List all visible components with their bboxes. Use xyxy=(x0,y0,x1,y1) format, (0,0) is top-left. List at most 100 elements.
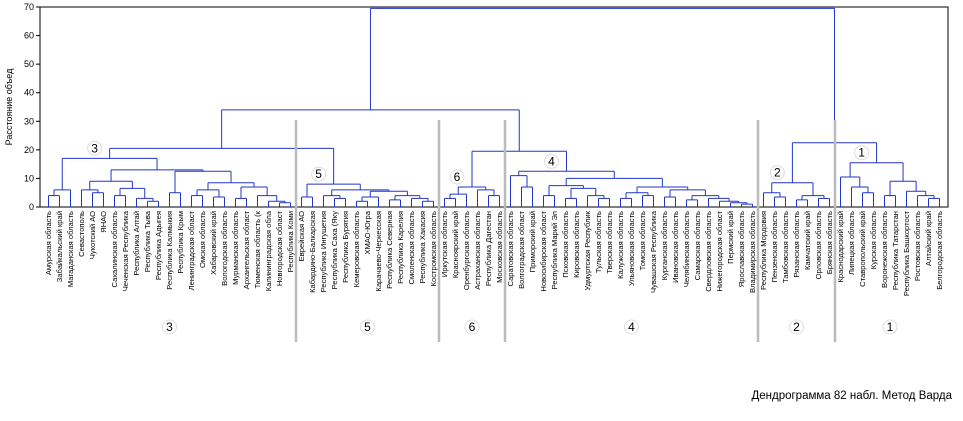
y-tick-label: 0 xyxy=(29,202,34,212)
cluster-badge xyxy=(544,153,560,169)
leaf-label: Калининградская обла xyxy=(264,210,273,291)
leaf-label: Республика Тыва xyxy=(143,210,152,272)
cluster-label-top: 1 xyxy=(858,146,865,160)
cluster-label-bottom: 5 xyxy=(364,320,371,334)
leaf-label: Челябинская область xyxy=(682,211,691,287)
leaf-label: Ульяновская область xyxy=(627,211,636,286)
leaf-label: Республика Карелия xyxy=(396,211,405,284)
plot-frame xyxy=(39,6,949,208)
leaf-label: Белгородская область xyxy=(935,211,944,290)
leaf-label: Республика Бурятия xyxy=(341,211,350,283)
leaf-label: Республика Башкортост xyxy=(902,210,911,296)
y-tick-label: 60 xyxy=(24,31,34,41)
leaf-label: Алтайский край xyxy=(924,211,933,266)
cluster-badge xyxy=(311,166,327,182)
leaf-label: Брянская область xyxy=(825,211,834,274)
leaf-label: Республика Коми xyxy=(286,211,295,272)
leaf-label: Республика Татарстан xyxy=(891,211,900,290)
leaf-label: Вологодская область xyxy=(220,211,229,286)
cluster-badge xyxy=(769,165,785,181)
leaf-label: Хабаровский край xyxy=(209,211,218,275)
leaf-label: Томская область xyxy=(638,211,647,270)
cluster-badge xyxy=(854,145,870,161)
leaf-label: Омская область xyxy=(198,211,207,268)
cluster-badge xyxy=(360,319,375,335)
leaf-label: Республика Марий Эл xyxy=(550,211,559,289)
leaf-label: ХМАО-Югра xyxy=(363,210,372,254)
leaf-label: Республика Ингушетия xyxy=(319,211,328,292)
cluster-badge xyxy=(87,140,103,156)
y-tick-label: 10 xyxy=(24,173,34,183)
leaf-label: Ставропольский край xyxy=(858,211,867,287)
y-tick-label: 50 xyxy=(24,59,34,69)
leaf-label: Республика Адыгея xyxy=(154,211,163,280)
leaf-label: Воронежская область xyxy=(880,211,889,288)
leaf-label: Республика Северная xyxy=(385,211,394,289)
leaf-label: Кировская область xyxy=(572,211,581,278)
leaf-label: Оренбургская область xyxy=(462,211,471,290)
leaf-label: Иркутская область xyxy=(440,211,449,277)
leaf-label: Рязанская область xyxy=(792,211,801,278)
leaf-label: Республика Хакасия xyxy=(418,211,427,283)
leaf-label: Магаданская область xyxy=(66,211,75,287)
leaf-label: Забайкальский край xyxy=(55,211,64,282)
leaf-label: Нижегородская област xyxy=(715,210,724,291)
leaf-label: Орловская область xyxy=(814,211,823,279)
leaf-label: Костромская область xyxy=(429,211,438,286)
cluster-label-top: 3 xyxy=(91,141,98,155)
y-tick-label: 70 xyxy=(24,2,34,12)
leaf-label: Пензенская область xyxy=(770,211,779,283)
leaf-label: Чеченская Республика xyxy=(121,210,130,291)
leaf-label: Архангельская област xyxy=(242,210,251,289)
leaf-label: Тамбовская область xyxy=(781,211,790,283)
leaf-label: Пермский край xyxy=(726,211,735,264)
leaf-label: Калужская область xyxy=(616,211,625,279)
leaf-label: Ярославская область xyxy=(737,211,746,287)
leaf-label: Камчатский край xyxy=(803,211,812,270)
leaf-label: Ленинградская област xyxy=(187,210,196,290)
y-tick-label: 40 xyxy=(24,88,34,98)
leaf-label: Тверская область xyxy=(605,211,614,274)
leaf-label: Мурманская область xyxy=(231,211,240,285)
leaf-label: Республика Крым xyxy=(176,211,185,274)
leaf-label: Липецкая область xyxy=(847,211,856,275)
leaf-label: Тульская область xyxy=(594,211,603,273)
leaf-label: Курская область xyxy=(869,211,878,269)
leaf-label: Курганская область xyxy=(660,211,669,280)
y-tick-label: 30 xyxy=(24,116,34,126)
leaf-label: Чувашская Республика xyxy=(649,210,658,293)
cluster-label-bottom: 3 xyxy=(166,320,173,334)
leaf-label: Севастополь xyxy=(77,211,86,257)
leaf-label: Амурская область xyxy=(44,211,53,275)
leaf-label: Карачаево-Черкесская xyxy=(374,211,383,292)
cluster-label-top: 4 xyxy=(548,154,555,168)
leaf-label: Республика Мордовия xyxy=(759,211,768,290)
leaf-label: Московская область xyxy=(495,211,504,283)
cluster-label-bottom: 6 xyxy=(469,320,476,334)
cluster-label-bottom: 2 xyxy=(793,320,800,334)
leaf-label: Чукотский АО xyxy=(88,211,97,259)
leaf-label: Кабардино-Балкарская xyxy=(308,211,317,293)
y-tick-label: 20 xyxy=(24,145,34,155)
leaf-label: Ростовская область xyxy=(913,211,922,281)
cluster-badge xyxy=(449,169,465,185)
leaf-label: Новосибирская област xyxy=(539,210,548,291)
leaf-label: Саратовская область xyxy=(506,211,515,287)
leaf-label: Псковская область xyxy=(561,211,570,278)
leaf-label: Республика Калмыкия xyxy=(165,211,174,290)
cluster-badge xyxy=(162,319,177,335)
leaf-label: Смоленская область xyxy=(407,211,416,285)
leaf-label: Сахалинская область xyxy=(110,211,119,287)
leaf-label: Кемеровская область xyxy=(352,211,361,287)
leaf-label: Республика Дагестан xyxy=(484,211,493,286)
leaf-label: Республика Саха (Яку xyxy=(330,211,339,290)
caption: Дендрограмма 82 набл. Метод Варда xyxy=(751,390,952,402)
leaf-label: Тюменская область (к xyxy=(253,210,262,288)
cluster-badge xyxy=(464,319,480,335)
y-axis-label: Расстояние объед xyxy=(4,68,14,145)
leaf-label: Ивановская область xyxy=(671,211,680,283)
leaf-label: Новгородская област xyxy=(275,210,284,286)
leaf-label: Владимирская область xyxy=(748,211,757,293)
leaf-label: ЯНАО xyxy=(99,211,108,233)
